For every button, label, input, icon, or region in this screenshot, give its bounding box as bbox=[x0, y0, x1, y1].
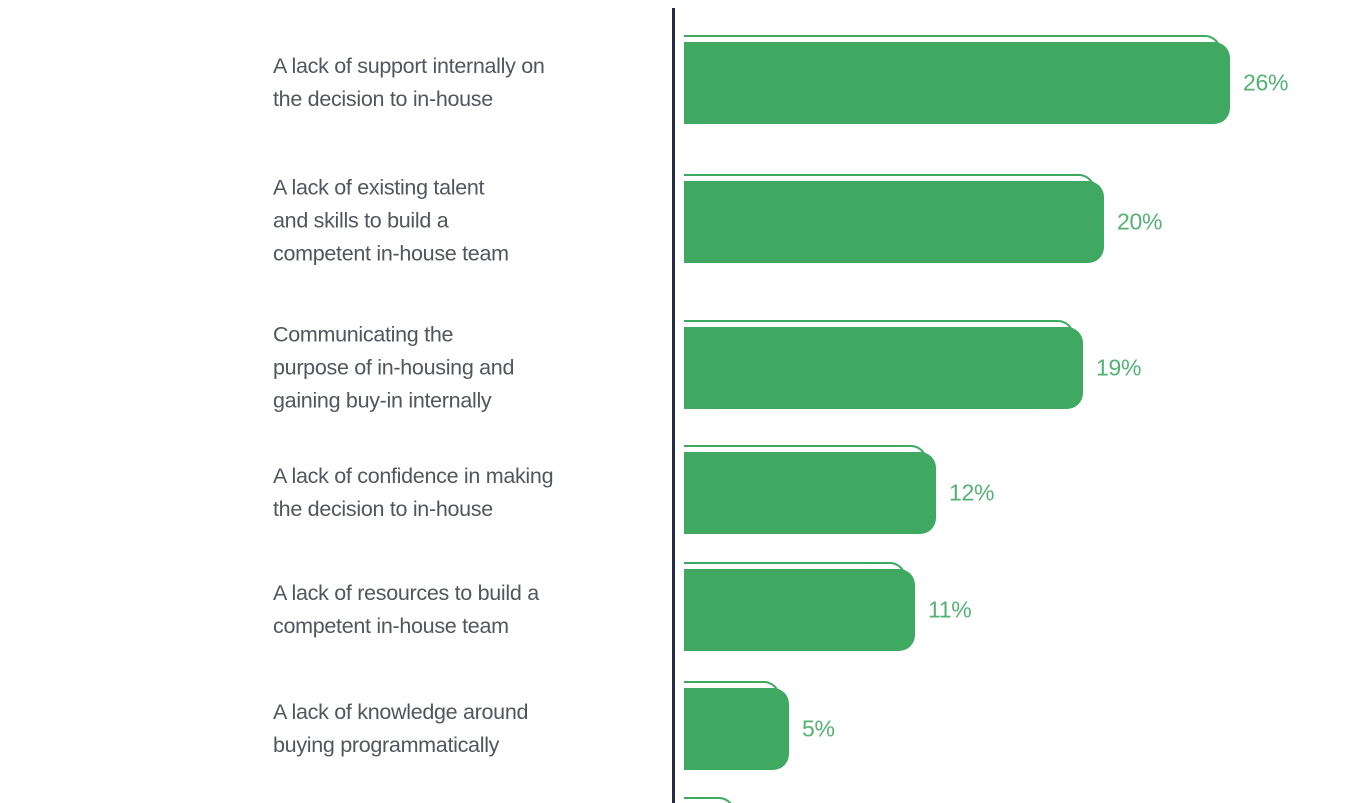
value-label: 5% bbox=[802, 715, 835, 742]
category-label: A lack of support internally on the deci… bbox=[273, 54, 545, 111]
bar-fill bbox=[684, 569, 915, 651]
bar-echo-outline bbox=[684, 797, 735, 803]
category-label: A lack of resources to build a competent… bbox=[273, 581, 539, 638]
bar-fill bbox=[684, 688, 789, 770]
value-label: 12% bbox=[949, 479, 995, 506]
value-label: 20% bbox=[1117, 208, 1163, 235]
category-label: A lack of confidence in making the decis… bbox=[273, 464, 554, 521]
category-label: A lack of existing talent and skills to … bbox=[273, 175, 509, 266]
axis-baseline bbox=[672, 8, 675, 803]
value-label: 11% bbox=[928, 596, 972, 623]
value-label: 26% bbox=[1243, 69, 1289, 96]
bar: 20% bbox=[684, 174, 1162, 263]
bar-fill bbox=[684, 42, 1230, 124]
bar: 5% bbox=[684, 681, 835, 770]
bar: 26% bbox=[684, 35, 1288, 124]
bar-fill bbox=[684, 452, 936, 534]
bar-fill bbox=[684, 181, 1104, 263]
bar: 11% bbox=[684, 562, 972, 651]
value-label: 19% bbox=[1096, 354, 1142, 381]
category-label: A lack of knowledge around buying progra… bbox=[273, 700, 529, 757]
bar-fill bbox=[684, 327, 1083, 409]
bar: 12% bbox=[684, 445, 994, 534]
bar: 19% bbox=[684, 320, 1141, 409]
category-label: Communicating the purpose of in-housing … bbox=[273, 322, 515, 413]
